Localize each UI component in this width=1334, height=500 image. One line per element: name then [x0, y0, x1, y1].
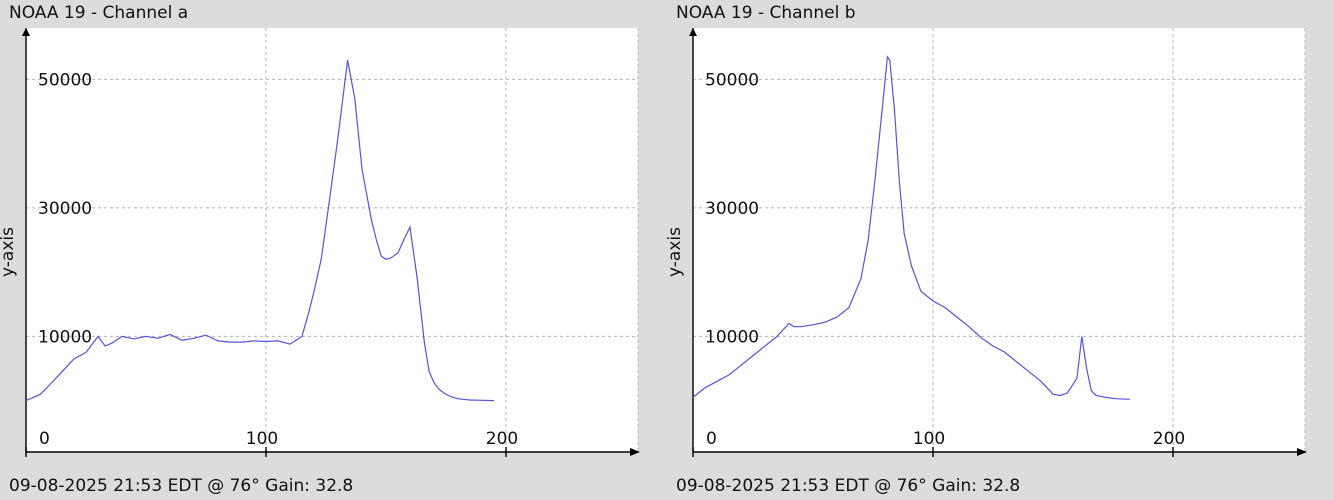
x-tick-label: 200: [486, 429, 518, 449]
y-axis-title: y-axis: [665, 227, 685, 277]
y-axis-arrow: [689, 28, 697, 36]
plot-background: [26, 28, 638, 452]
line-chart: 0 100 200 10000 30000 50000 y-axis: [665, 28, 1307, 457]
chart-title: NOAA 19 - Channel a: [9, 3, 189, 23]
data-series-line: [692, 55, 1130, 400]
y-tick-label: 30000: [38, 199, 92, 219]
y-axis-title: y-axis: [0, 227, 18, 277]
y-tick-label: 10000: [38, 327, 92, 347]
capture-info: 09-08-2025 21:53 EDT @ 76° Gain: 32.8: [676, 476, 1021, 496]
plot-area: 0 100 200 10000 30000 50000 y-axis: [665, 28, 1307, 466]
x-tick-label: 0: [706, 429, 717, 449]
y-axis-arrow: [22, 28, 30, 36]
x-tick-label: 200: [1153, 429, 1185, 449]
y-tick-label: 50000: [38, 70, 92, 90]
chart-panel-b: NOAA 19 - Channel b 0 100 200 10000 30000 500…: [665, 0, 1327, 500]
plot-area: 0 100 200 10000 30000 50000 y-axis: [0, 28, 640, 466]
chart-title: NOAA 19 - Channel b: [676, 3, 856, 23]
y-tick-label: 10000: [705, 327, 759, 347]
x-axis-arrow: [1297, 448, 1307, 456]
x-tick-label: 100: [913, 429, 945, 449]
plot-background: [693, 28, 1305, 452]
x-axis-arrow: [630, 448, 640, 456]
chart-panel-a: NOAA 19 - Channel a 0 100 200 10000 30000 500…: [0, 0, 660, 500]
line-chart: 0 100 200 10000 30000 50000 y-axis: [0, 28, 640, 457]
data-series-line: [25, 59, 495, 402]
capture-info: 09-08-2025 21:53 EDT @ 76° Gain: 32.8: [9, 476, 354, 496]
x-tick-label: 100: [246, 429, 278, 449]
y-tick-label: 50000: [705, 70, 759, 90]
x-tick-label: 0: [39, 429, 50, 449]
y-tick-label: 30000: [705, 199, 759, 219]
